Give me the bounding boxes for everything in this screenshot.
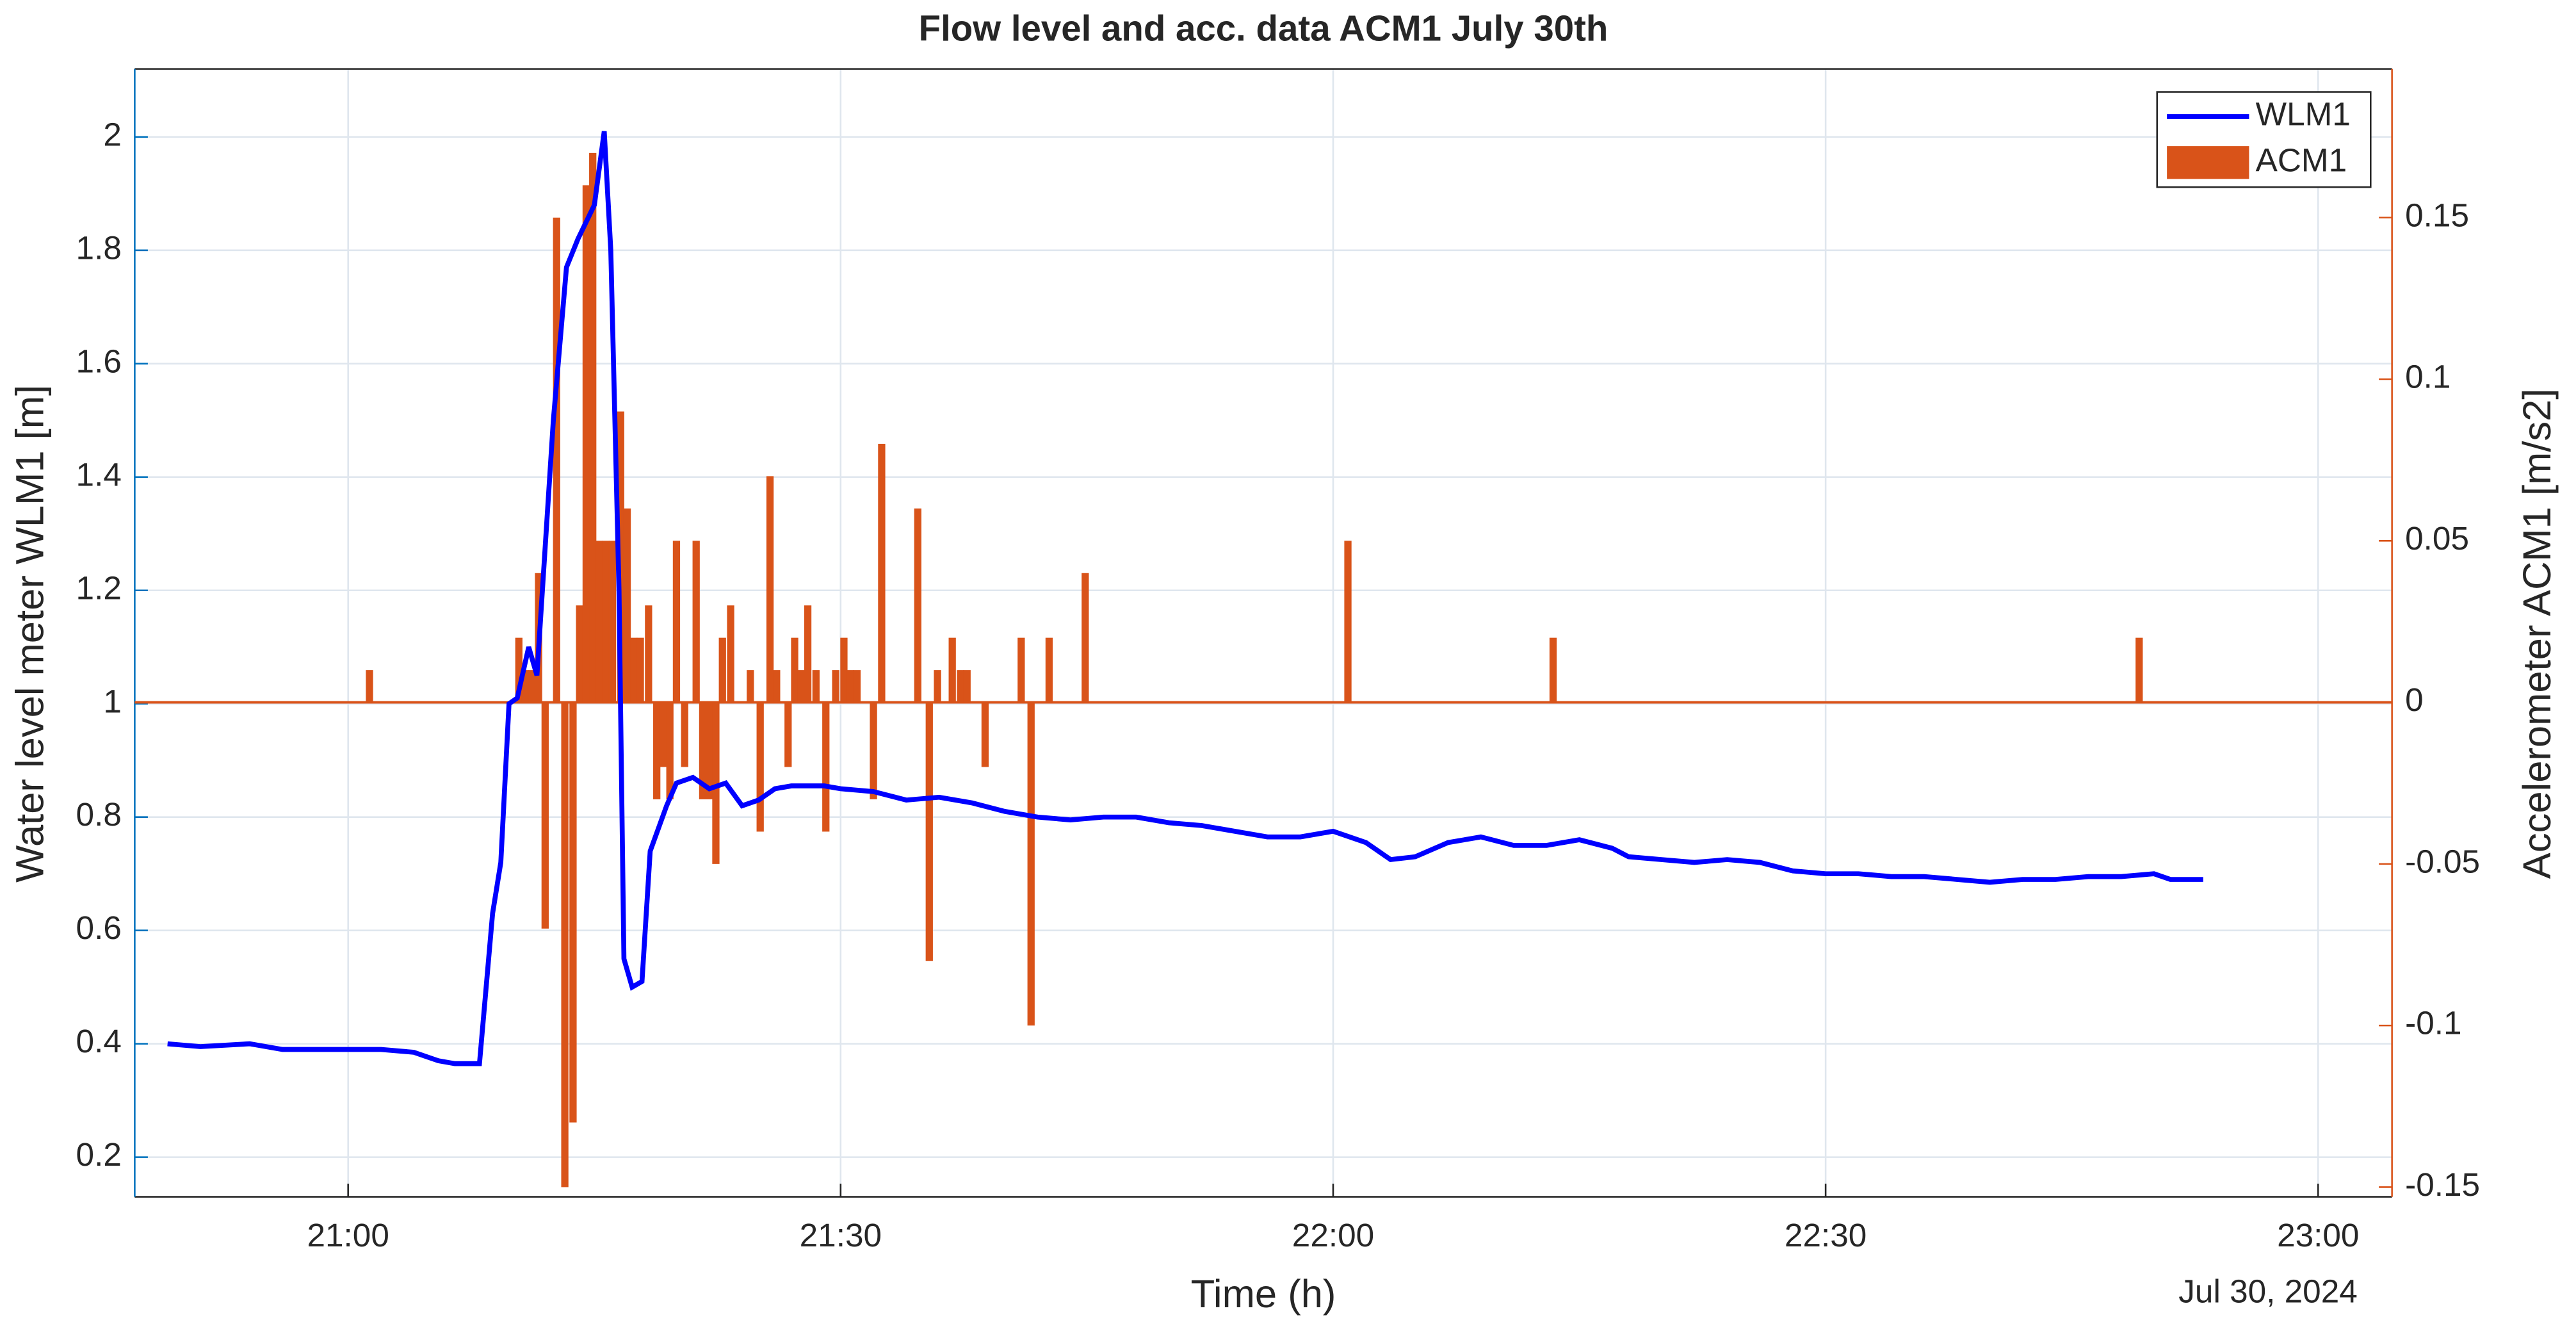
x-tick-label: 22:30 bbox=[1785, 1217, 1867, 1253]
bar bbox=[672, 541, 681, 703]
date-annotation: Jul 30, 2024 bbox=[2178, 1273, 2357, 1309]
y2-tick-label: 0 bbox=[2405, 681, 2424, 718]
x-tick-label: 22:00 bbox=[1292, 1217, 1374, 1253]
bar bbox=[582, 185, 590, 703]
bar bbox=[822, 702, 830, 832]
bar bbox=[914, 508, 921, 703]
bar bbox=[660, 702, 667, 767]
bar bbox=[925, 702, 933, 961]
bar bbox=[847, 670, 854, 703]
y-tick-label: 1.4 bbox=[76, 456, 122, 493]
bar bbox=[797, 670, 805, 703]
bar bbox=[1081, 573, 1089, 703]
bar bbox=[366, 670, 373, 703]
y-axis-label: Water level meter WLM1 [m] bbox=[8, 385, 53, 883]
y2-tick-label: 0.15 bbox=[2405, 197, 2469, 233]
bar bbox=[1549, 637, 1557, 703]
bar bbox=[1045, 637, 1053, 703]
y-tick-label: 0.4 bbox=[76, 1023, 122, 1059]
bar bbox=[699, 702, 707, 799]
bar bbox=[832, 670, 839, 703]
x-tick-label: 21:00 bbox=[307, 1217, 389, 1253]
bar bbox=[870, 702, 877, 799]
bar bbox=[812, 670, 820, 703]
y-tick-label: 0.6 bbox=[76, 910, 122, 946]
bar bbox=[853, 670, 861, 703]
bar bbox=[878, 443, 886, 703]
bar bbox=[840, 637, 848, 703]
x-axis-label: Time (h) bbox=[1191, 1272, 1336, 1316]
bar bbox=[608, 541, 617, 703]
bar bbox=[623, 508, 631, 703]
bar bbox=[804, 605, 812, 703]
bar bbox=[561, 702, 569, 1187]
bar bbox=[963, 670, 971, 703]
bar bbox=[1017, 637, 1025, 703]
bar bbox=[712, 702, 720, 864]
legend-label: WLM1 bbox=[2256, 96, 2351, 133]
bar bbox=[681, 702, 688, 767]
y-tick-label: 1.2 bbox=[76, 569, 122, 606]
bar bbox=[595, 541, 603, 703]
y2-tick-label: 0.1 bbox=[2405, 359, 2450, 395]
bar bbox=[645, 605, 652, 703]
x-tick-label: 21:30 bbox=[800, 1217, 882, 1253]
bar bbox=[528, 670, 536, 703]
bar bbox=[791, 637, 798, 703]
bar bbox=[706, 702, 713, 799]
bar bbox=[747, 670, 754, 703]
y-tick-label: 1.6 bbox=[76, 343, 122, 379]
y-tick-label: 0.8 bbox=[76, 796, 122, 833]
line-series bbox=[167, 131, 2203, 1066]
bar bbox=[957, 670, 964, 703]
y2-tick-label: -0.15 bbox=[2405, 1166, 2480, 1203]
y-tick-label: 1.8 bbox=[76, 229, 122, 266]
bar bbox=[784, 702, 792, 767]
bar bbox=[541, 702, 549, 929]
bar bbox=[692, 541, 700, 703]
y2-axis-label: Accelerometer ACM1 [m/s2] bbox=[2515, 389, 2559, 879]
bar bbox=[727, 605, 734, 703]
bar bbox=[948, 637, 956, 703]
bar bbox=[589, 152, 597, 703]
bar bbox=[934, 670, 941, 703]
bar bbox=[2135, 637, 2143, 703]
legend-swatch bbox=[2167, 146, 2249, 179]
bar bbox=[1344, 541, 1352, 703]
bar bbox=[636, 637, 644, 703]
y2-tick-label: -0.1 bbox=[2405, 1005, 2461, 1041]
bar bbox=[1027, 702, 1035, 1026]
y2-tick-label: 0.05 bbox=[2405, 520, 2469, 557]
bar bbox=[981, 702, 989, 767]
bar bbox=[630, 637, 638, 703]
y-tick-label: 0.2 bbox=[76, 1136, 122, 1173]
bar bbox=[602, 541, 610, 703]
y-tick-label: 2 bbox=[103, 116, 122, 152]
bar bbox=[569, 702, 577, 1123]
y-tick-label: 1 bbox=[103, 683, 122, 719]
x-tick-label: 23:00 bbox=[2277, 1217, 2359, 1253]
bar bbox=[773, 670, 781, 703]
bar bbox=[666, 702, 674, 799]
bar bbox=[515, 637, 522, 703]
chart-title: Flow level and acc. data ACM1 July 30th bbox=[919, 8, 1608, 49]
bar bbox=[576, 605, 583, 703]
bar bbox=[653, 702, 661, 799]
bar bbox=[766, 476, 774, 703]
y2-tick-label: -0.05 bbox=[2405, 843, 2480, 879]
bar bbox=[718, 637, 726, 703]
bar bbox=[521, 670, 530, 703]
legend-label: ACM1 bbox=[2256, 142, 2347, 178]
bar bbox=[553, 217, 560, 703]
bar bbox=[756, 702, 764, 832]
